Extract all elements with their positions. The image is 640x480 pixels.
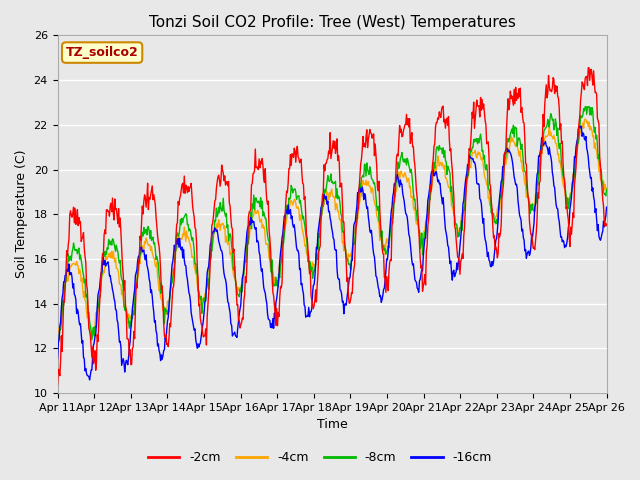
- Legend: -2cm, -4cm, -8cm, -16cm: -2cm, -4cm, -8cm, -16cm: [143, 446, 497, 469]
- Y-axis label: Soil Temperature (C): Soil Temperature (C): [15, 150, 28, 278]
- Text: TZ_soilco2: TZ_soilco2: [66, 46, 138, 59]
- X-axis label: Time: Time: [317, 419, 348, 432]
- Title: Tonzi Soil CO2 Profile: Tree (West) Temperatures: Tonzi Soil CO2 Profile: Tree (West) Temp…: [148, 15, 515, 30]
